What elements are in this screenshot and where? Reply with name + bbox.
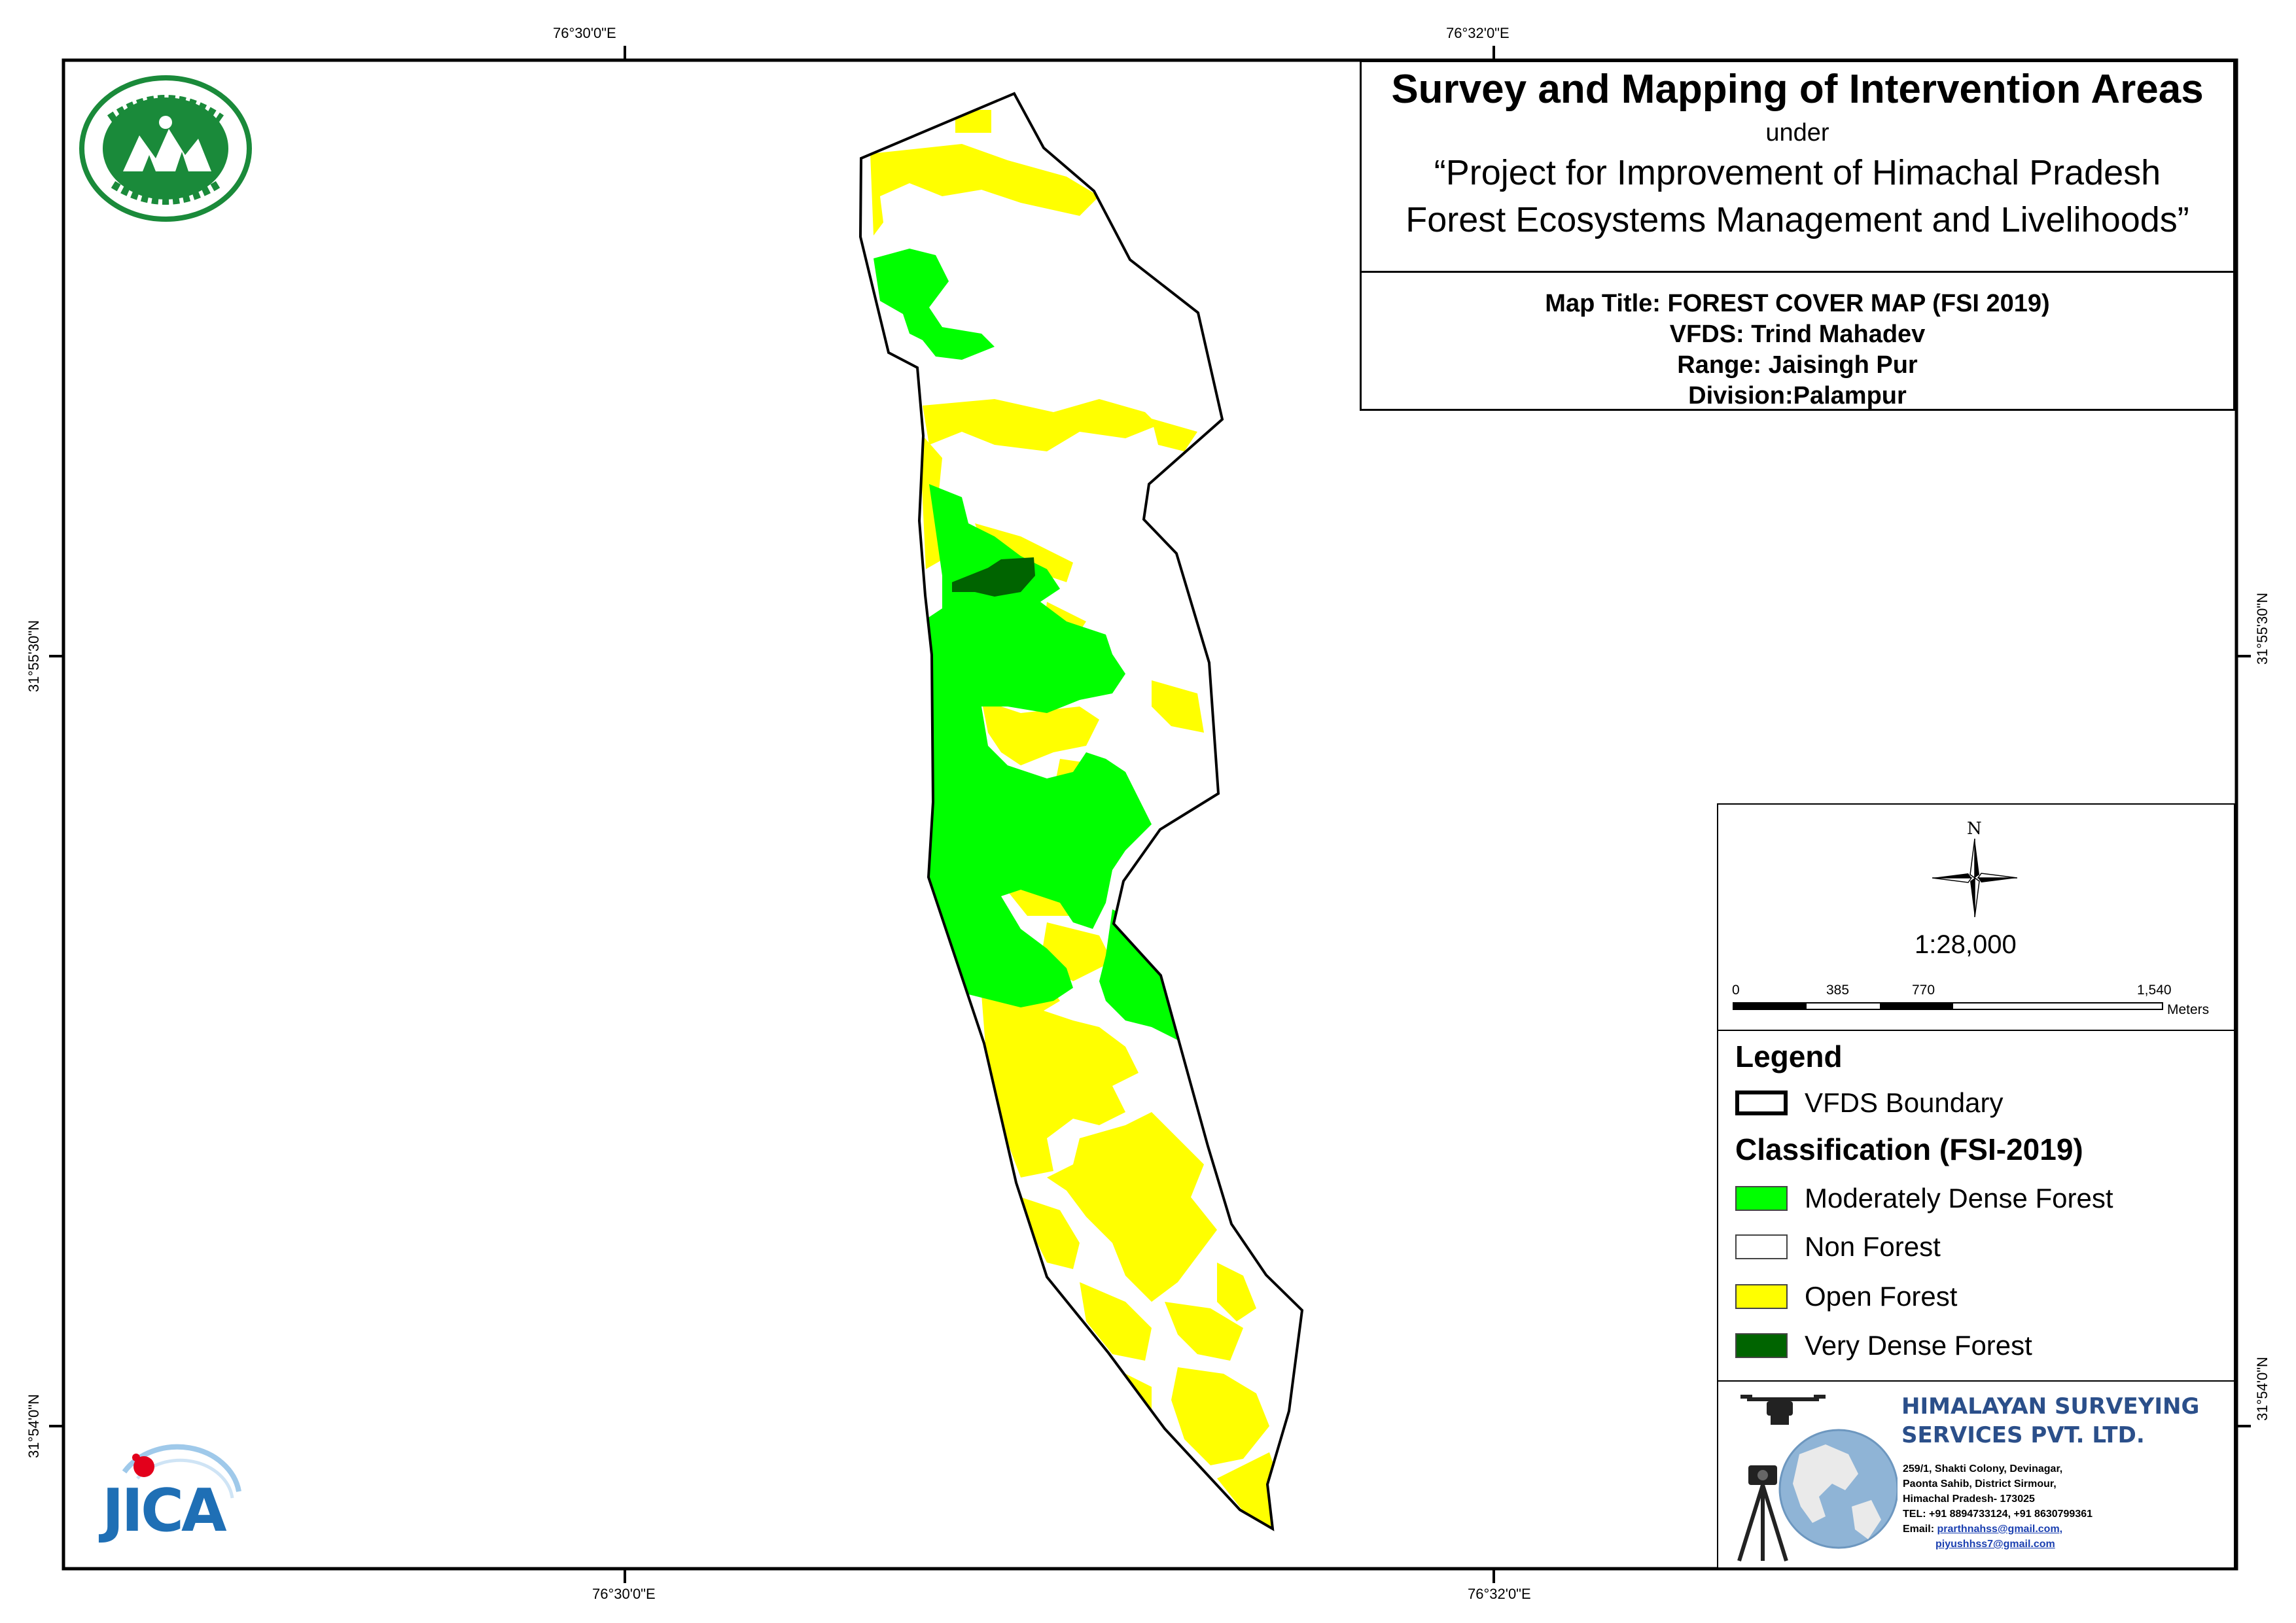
title-panel: Survey and Mapping of Intervention Areas… [1360,60,2235,271]
jica-logo: JICA [98,1433,249,1550]
vfds-boundary [858,92,1304,1531]
scale-tick-385: 385 [1826,983,1850,998]
map-info-panel: Map Title: FOREST COVER MAP (FSI 2019) V… [1360,271,2235,411]
vfds-name: VFDS: Trind Mahadev [1669,321,1926,348]
legend-swatch-open-forest [1735,1284,1788,1309]
email-link-2[interactable]: piyushhss7@gmail.com [1935,1539,2055,1550]
scale-bar [1733,1002,2163,1010]
globe-survey-logo-icon [1737,1395,1898,1562]
compass-rose-icon [1932,839,2017,917]
company-address: 259/1, Shakti Colony, Devinagar, Paonta … [1903,1461,2093,1552]
email-link-1[interactable]: prarthnahss@gmail.com, [1937,1524,2063,1535]
very-dense-forest-patch [952,557,1035,597]
company-name-line1: HIMALAYAN SURVEYING [1901,1393,2200,1420]
open-forest-patches [870,110,1282,1529]
company-phone: TEL: +91 8894733124, +91 8630799361 [1903,1509,2093,1520]
legend-label-moderately-dense: Moderately Dense Forest [1805,1183,2113,1213]
panel-divider [1718,1030,2236,1031]
address-line3: Himachal Pradesh- 173025 [1903,1493,2035,1505]
map-title: Map Title: FOREST COVER MAP (FSI 2019) [1545,290,2050,317]
legend-swatch-boundary [1735,1091,1788,1115]
side-panel: N 1:28,000 0 385 770 1,540 Meters Legend… [1717,803,2236,1569]
scale-unit: Meters [2167,1002,2210,1017]
graticule-label-left-lower: 31°54'0"N [26,1394,42,1458]
scale-tick-770: 770 [1912,983,1935,998]
graticule-label-top-right: 76°32'0"E [1446,25,1510,41]
legend-swatch-non-forest [1735,1234,1788,1259]
north-arrow: N [1932,819,2017,917]
email-label: Email: [1903,1524,1935,1535]
legend-item-vfds-boundary: VFDS Boundary [1735,1087,2003,1119]
range-name: Range: Jaisingh Pur [1677,351,1918,379]
jica-logo-text: JICA [102,1476,227,1545]
company-email-row: Email: prarthnahss@gmail.com, [1903,1522,2093,1537]
legend-swatch-moderately-dense [1735,1186,1788,1211]
project-name-line1: “Project for Improvement of Himachal Pra… [1434,153,2161,192]
address-line1: 259/1, Shakti Colony, Devinagar, [1903,1463,2063,1475]
legend-label-non-forest: Non Forest [1805,1231,1941,1262]
address-line2: Paonta Sahib, District Sirmour, [1903,1478,2057,1490]
legend-title: Legend [1735,1039,1843,1073]
title-under: under [1765,119,1829,147]
graticule-label-right-lower: 31°54'0"N [2254,1357,2270,1421]
jica-swoosh-icon [122,1444,241,1499]
forest-department-seal-icon [77,73,254,224]
panel-divider-2 [1718,1380,2236,1382]
scale-ratio: 1:28,000 [1915,930,2017,959]
legend-label-very-dense: Very Dense Forest [1805,1330,2032,1361]
legend-item-open-forest: Open Forest [1735,1281,1957,1312]
company-name-line2: SERVICES PVT. LTD. [1901,1422,2145,1448]
graticule-label-bottom-right: 76°32'0"E [1468,1586,1531,1602]
moderately-dense-forest-patches [874,249,1191,1047]
legend-label-open-forest: Open Forest [1805,1281,1958,1312]
graticule-ticks [49,46,2251,1583]
graticule-label-right-upper: 31°55'30"N [2254,592,2270,665]
legend-label-boundary: VFDS Boundary [1805,1087,2004,1118]
legend-classification-title: Classification (FSI-2019) [1735,1132,2083,1166]
map-frame [62,58,2238,1571]
legend-item-moderately-dense: Moderately Dense Forest [1735,1183,2113,1214]
page-title: Survey and Mapping of Intervention Areas [1391,67,2204,112]
graticule-label-top-left: 76°30'0"E [553,25,616,41]
legend-swatch-very-dense [1735,1333,1788,1358]
legend-item-non-forest: Non Forest [1735,1231,1941,1263]
north-label: N [1967,819,1982,839]
division-name: Division:Palampur [1688,382,1907,410]
project-name-line2: Forest Ecosystems Management and Livelih… [1405,200,2189,239]
scale-tick-1540: 1,540 [2137,983,2172,998]
graticule-label-bottom-left: 76°30'0"E [592,1586,656,1602]
company-email-row-2: piyushhss7@gmail.com [1903,1537,2093,1552]
scale-tick-0: 0 [1732,983,1740,998]
legend-item-very-dense: Very Dense Forest [1735,1330,2032,1361]
graticule-label-left-upper: 31°55'30"N [26,620,42,693]
